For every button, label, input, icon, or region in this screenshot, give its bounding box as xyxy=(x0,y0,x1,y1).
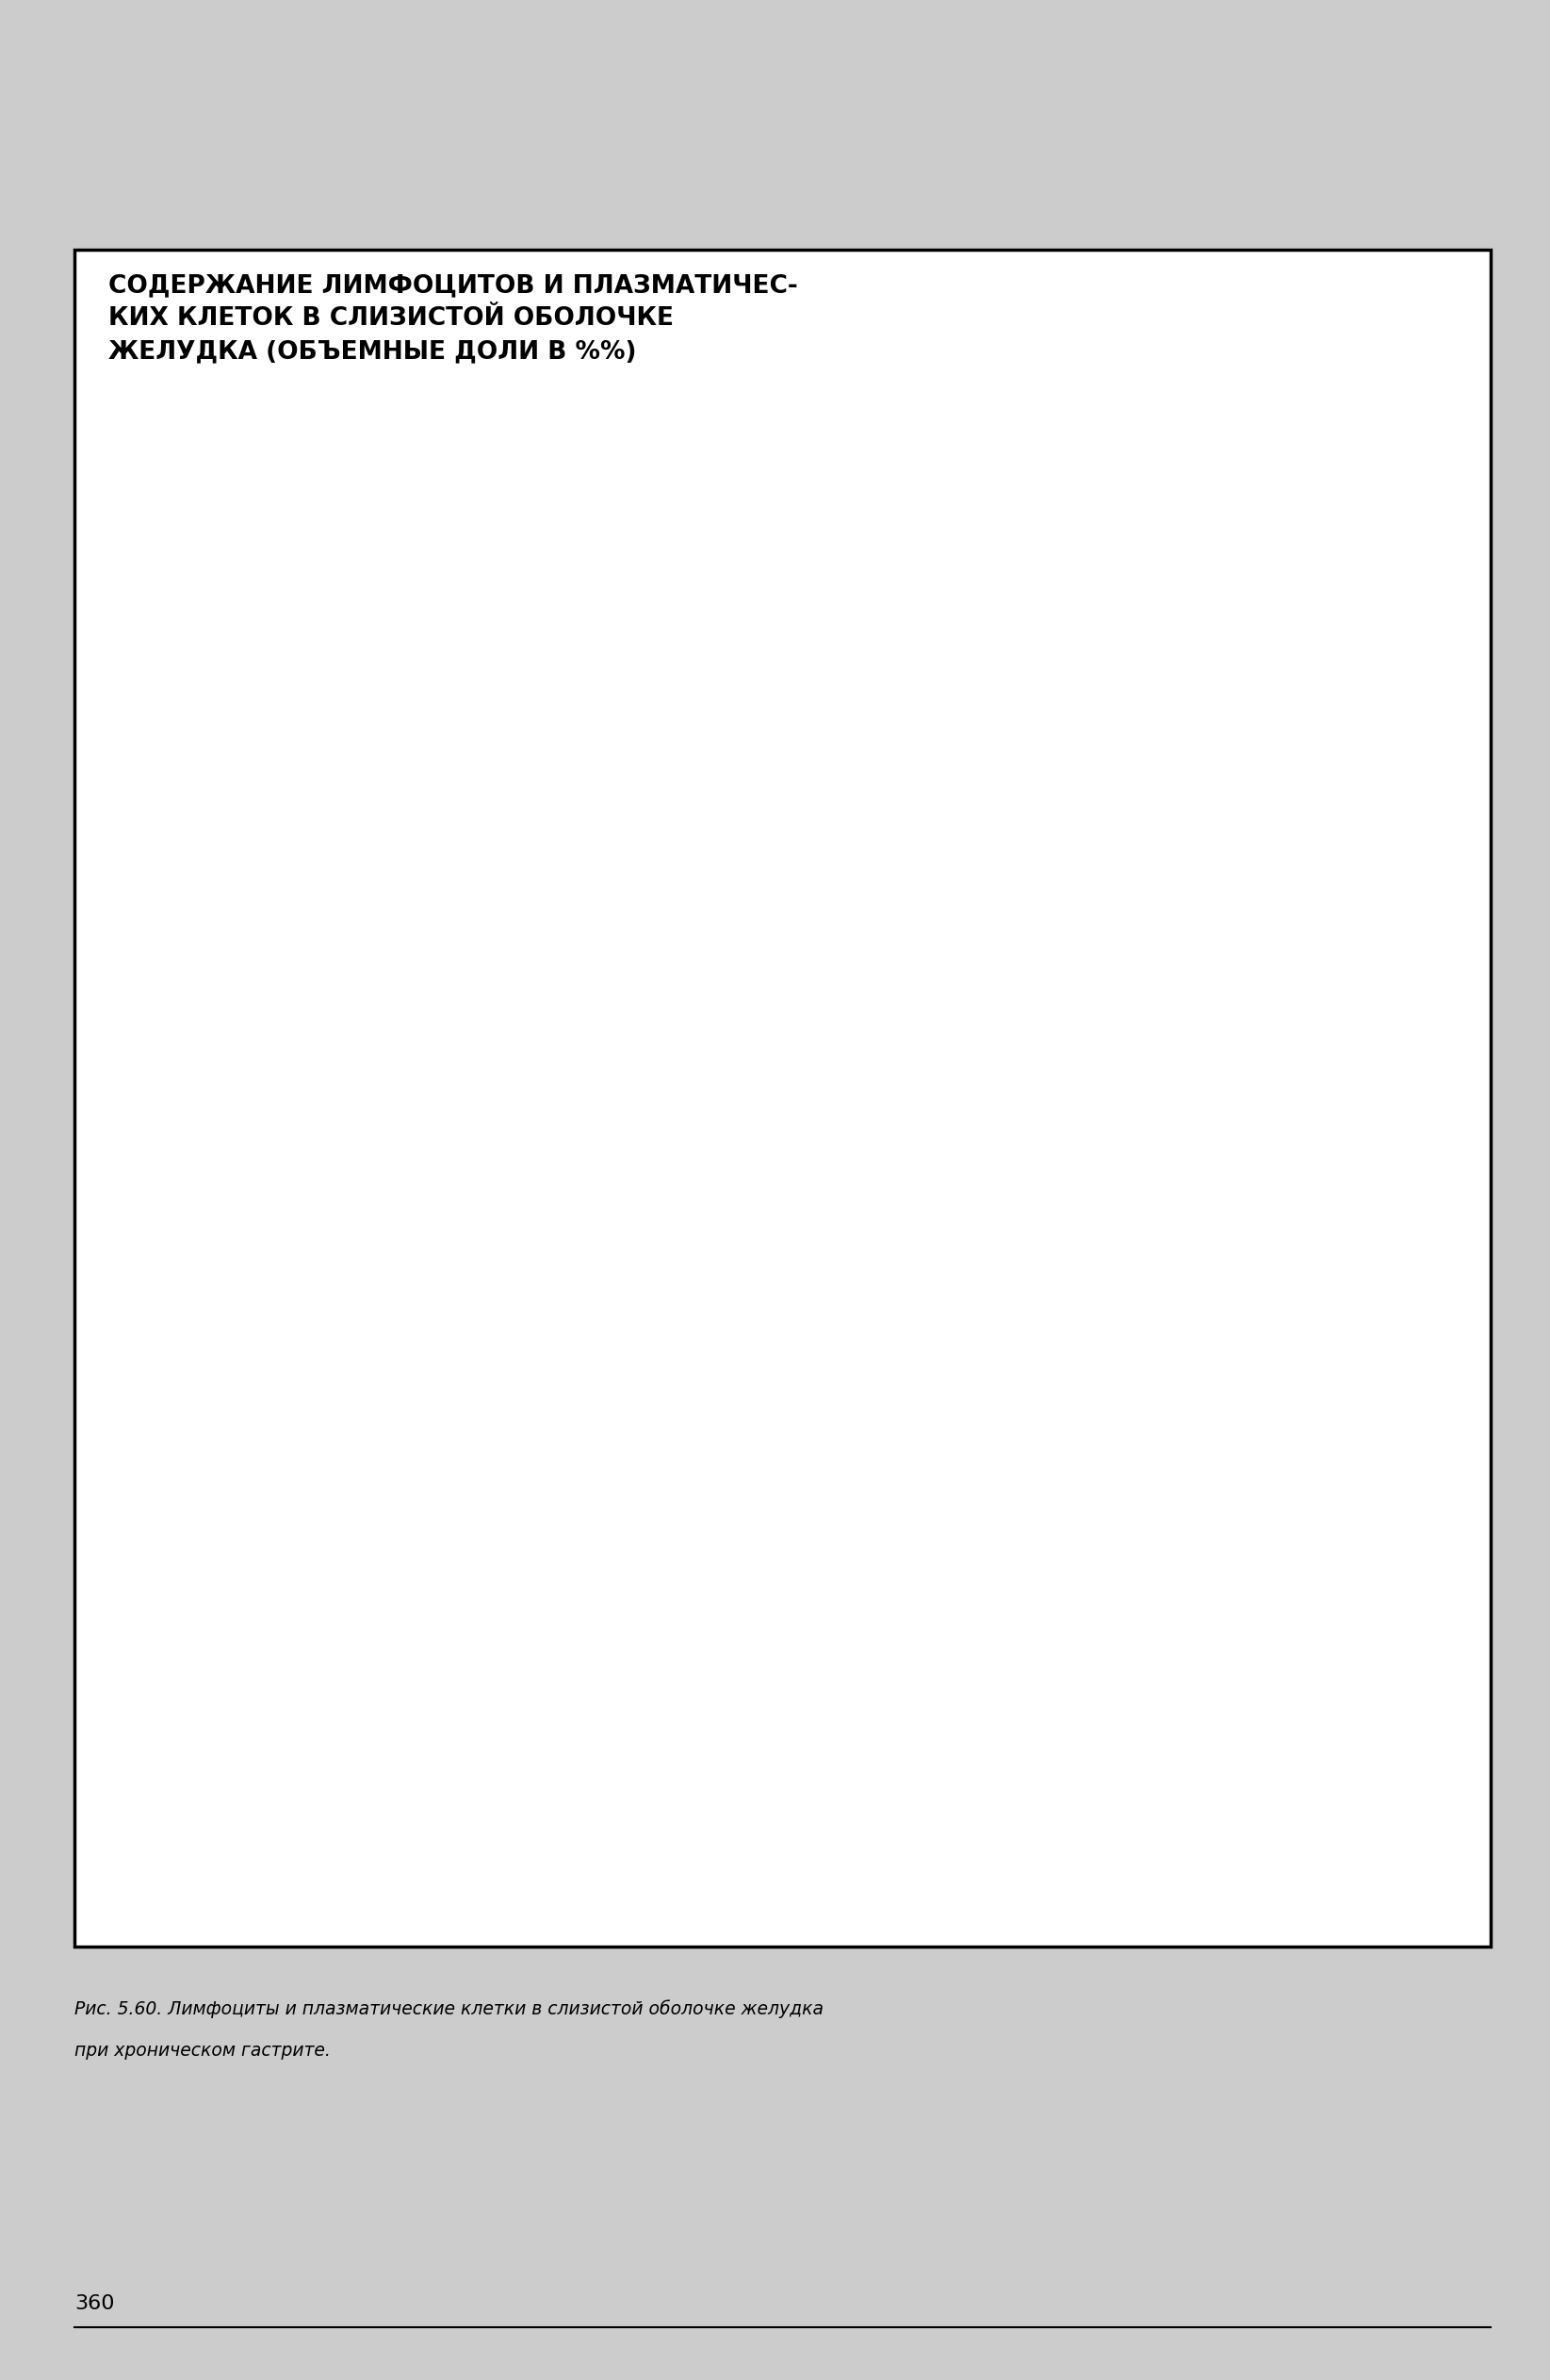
Bar xyxy=(116,1804,175,1878)
Text: НОРМА: НОРМА xyxy=(388,1678,459,1695)
Text: КРАЙ
ЯЗВЫ: КРАЙ ЯЗВЫ xyxy=(1248,1678,1304,1714)
Text: 360: 360 xyxy=(74,2294,115,2313)
Text: ГАСТРИТ
БЕЗ АТРОФИИ: ГАСТРИТ БЕЗ АТРОФИИ xyxy=(637,1678,777,1714)
Bar xyxy=(116,1711,175,1785)
Text: АТОРФИЧЕС-
КИЙ ГАСТРИТ: АТОРФИЧЕС- КИЙ ГАСТРИТ xyxy=(924,1678,1059,1714)
Bar xyxy=(998,545,1090,1602)
Text: ЛИМФОЦИТЫ: ЛИМФОЦИТЫ xyxy=(200,1740,366,1759)
Text: СОДЕРЖАНИЕ ЛИМФОЦИТОВ И ПЛАЗМАТИЧЕС-
КИХ КЛЕТОК В СЛИЗИСТОЙ ОБОЛОЧКЕ
ЖЕЛУДКА (ОБ: СОДЕРЖАНИЕ ЛИМФОЦИТОВ И ПЛАЗМАТИЧЕС- КИХ… xyxy=(108,274,798,364)
Bar xyxy=(609,1499,701,1602)
Text: n=14: n=14 xyxy=(400,1799,446,1816)
Bar xyxy=(431,1211,521,1602)
Text: ПЛАЗМАТИЧЕСКИЕ КЛЕТКИ: ПЛАЗМАТИЧЕСКИЕ КЛЕТКИ xyxy=(200,1833,535,1852)
Bar xyxy=(1178,1478,1268,1602)
Text: n=20: n=20 xyxy=(969,1799,1015,1816)
Bar xyxy=(893,1490,984,1602)
Text: Рис. 5.60. Лимфоциты и плазматические клетки в слизистой оболочке желудка: Рис. 5.60. Лимфоциты и плазматические кл… xyxy=(74,1999,823,2018)
Bar xyxy=(715,754,806,1602)
Text: n=23: n=23 xyxy=(1252,1799,1299,1816)
Text: при хроническом гастрите.: при хроническом гастрите. xyxy=(74,2042,330,2061)
Bar xyxy=(326,1504,415,1602)
Text: n=9: n=9 xyxy=(690,1799,725,1816)
Bar xyxy=(1282,990,1373,1602)
